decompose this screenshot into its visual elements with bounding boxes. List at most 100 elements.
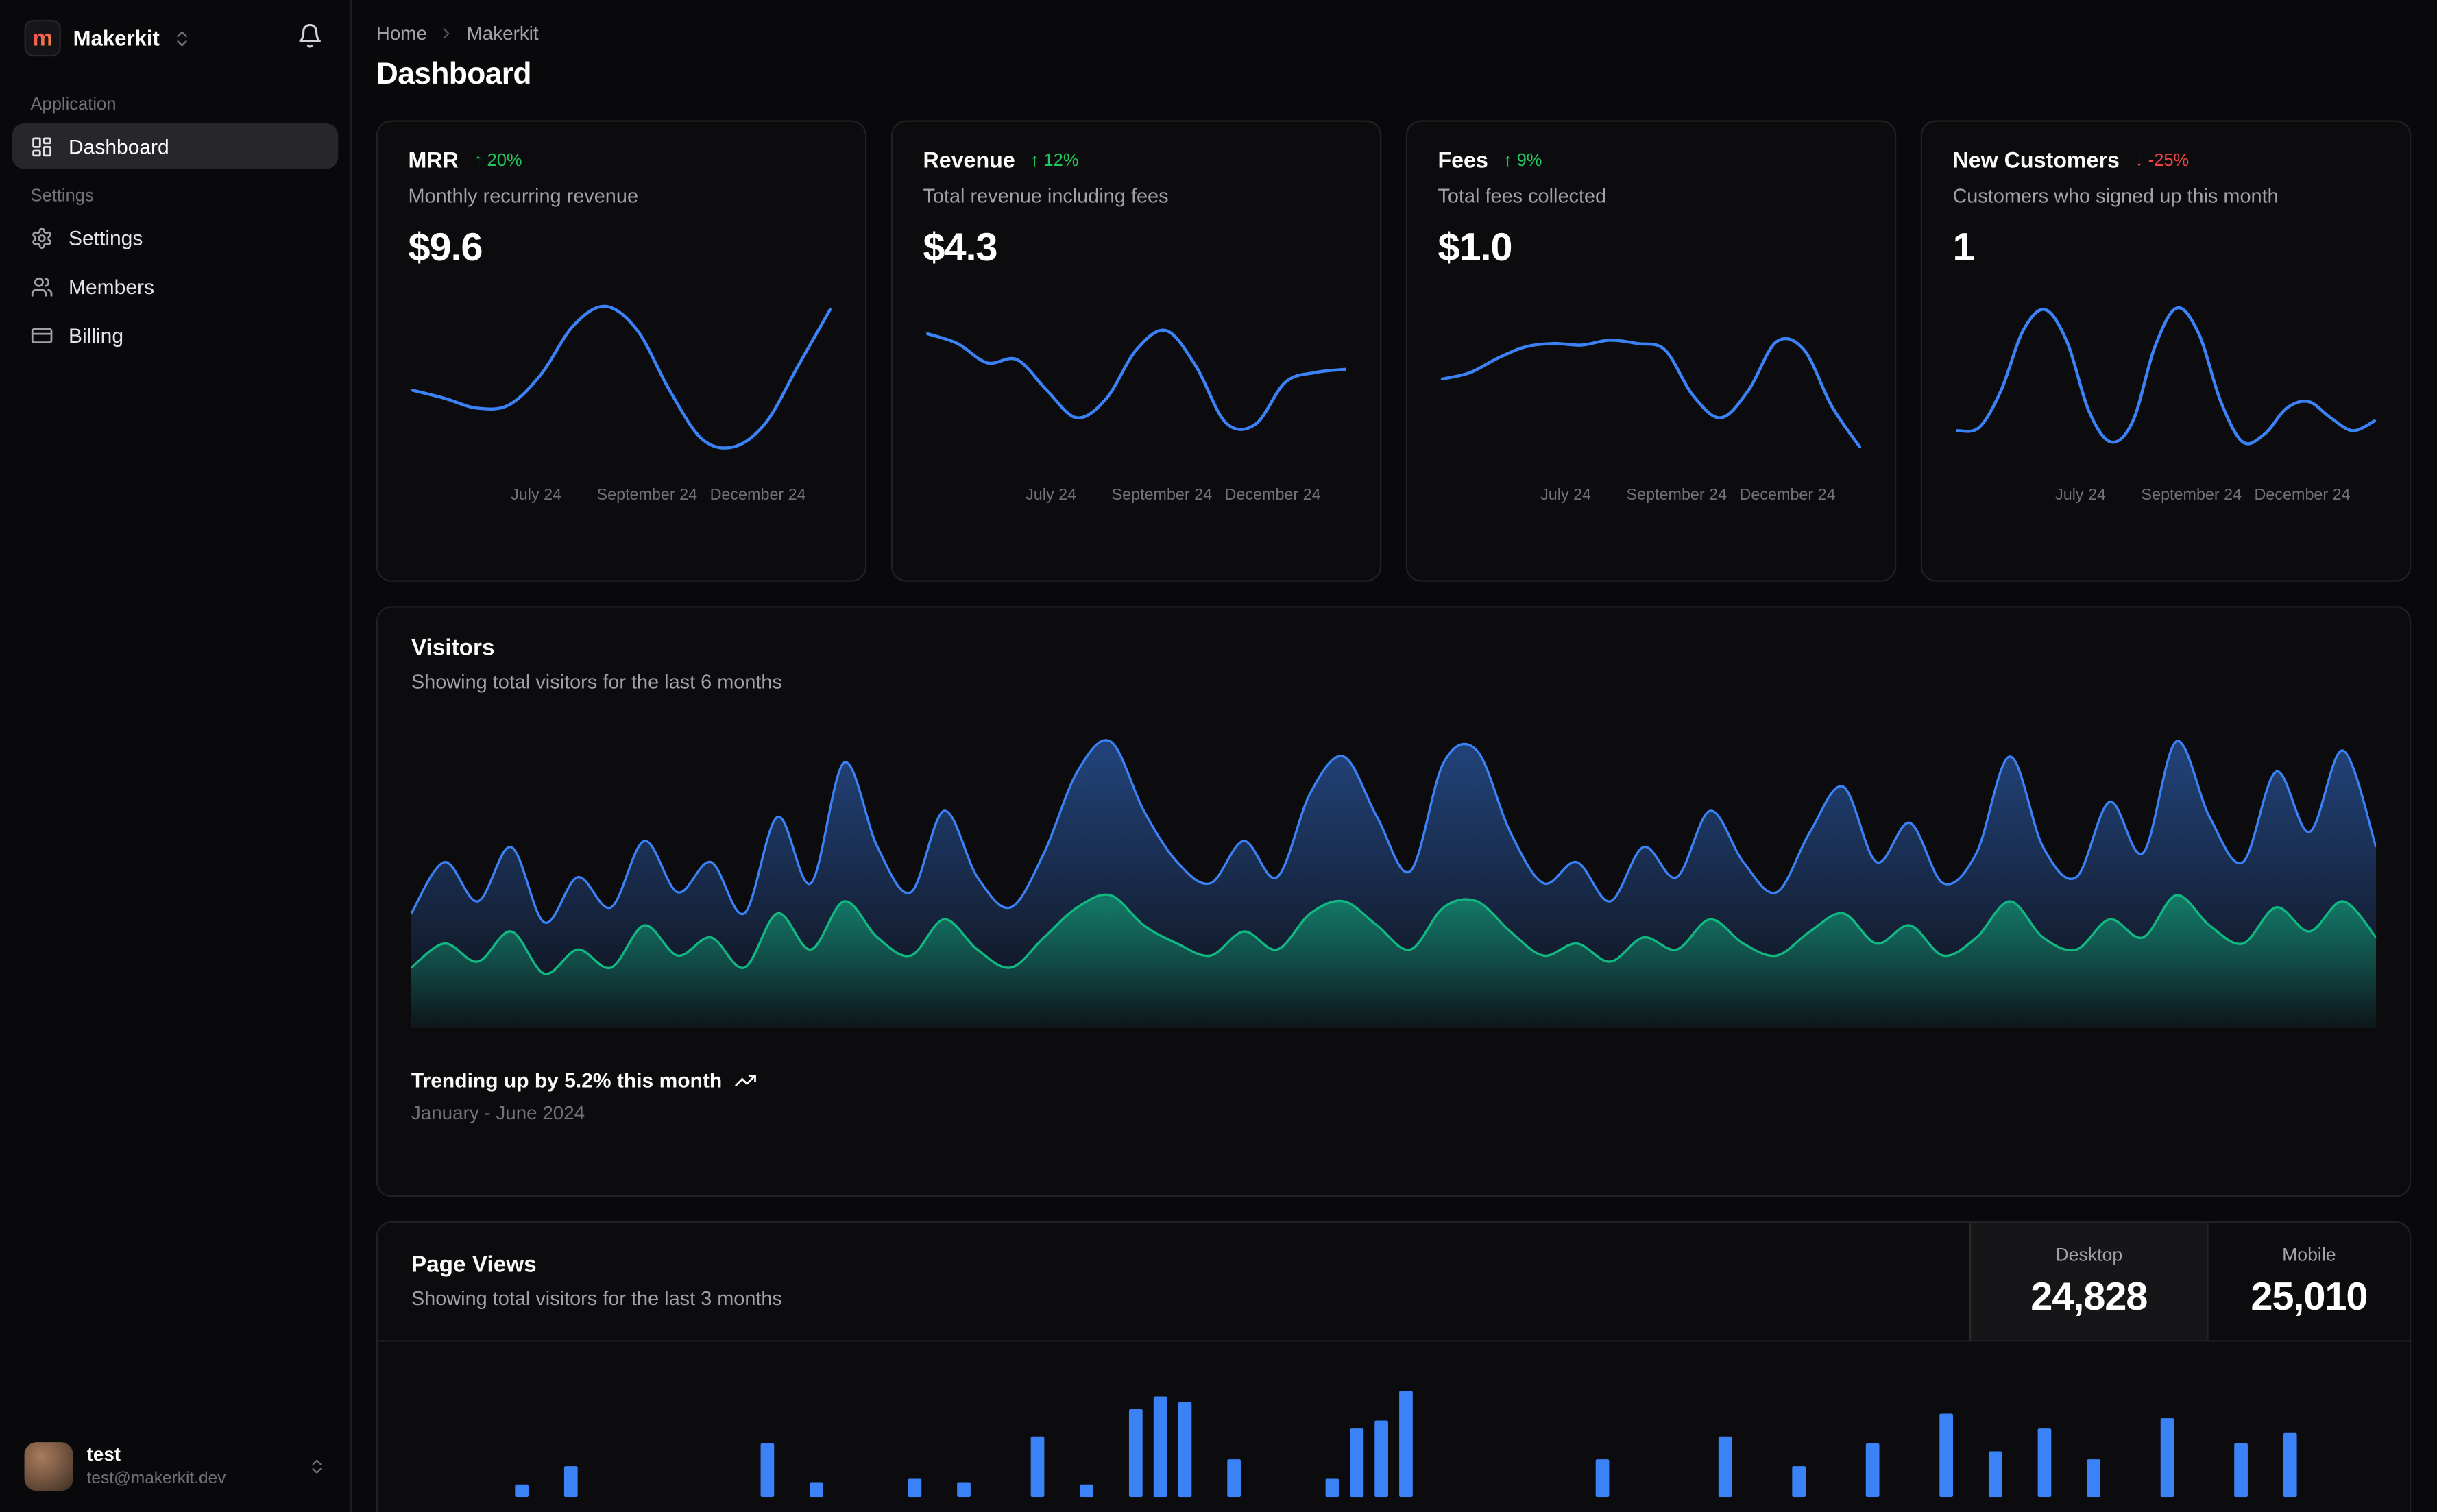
x-tick: September 24 bbox=[2141, 485, 2242, 504]
workspace-selector[interactable]: m Makerkit bbox=[24, 19, 192, 57]
trend-badge: ↑ 12% bbox=[1030, 152, 1079, 171]
desktop-label: Desktop bbox=[2055, 1243, 2123, 1265]
user-menu[interactable]: test test@makerkit.dev bbox=[12, 1433, 338, 1500]
stat-card-new-customers: New Customers ↓ -25% Customers who signed… bbox=[1920, 120, 2412, 582]
stat-title: New Customers bbox=[1952, 149, 2120, 174]
x-tick: July 24 bbox=[2055, 485, 2107, 504]
stat-title: Fees bbox=[1438, 149, 1488, 174]
customers-sparkline-chart bbox=[1955, 306, 2377, 446]
breadcrumb-home[interactable]: Home bbox=[376, 23, 427, 45]
credit-card-icon bbox=[30, 324, 53, 346]
trend-arrow-icon: ↑ bbox=[1503, 152, 1512, 171]
visitors-area-chart bbox=[410, 739, 2377, 1028]
mobile-label: Mobile bbox=[2282, 1243, 2336, 1265]
page-views-title: Page Views bbox=[411, 1252, 537, 1278]
visitors-title: Visitors bbox=[411, 635, 495, 661]
page-views-card: Page Views Showing total visitors for th… bbox=[376, 1221, 2412, 1512]
sparkline-container: July 24 September 24 December 24 bbox=[1952, 297, 2379, 509]
sidebar-item-dashboard[interactable]: Dashboard bbox=[12, 123, 339, 169]
bell-icon bbox=[297, 23, 323, 49]
section-label-application: Application bbox=[30, 95, 117, 114]
x-tick: September 24 bbox=[1111, 485, 1213, 504]
chevrons-up-down-icon bbox=[172, 28, 192, 48]
x-axis-labels: July 24 September 24 December 24 bbox=[1438, 481, 1864, 509]
stat-cards-row: MRR ↑ 20% Monthly recurring revenue $9.6 … bbox=[376, 120, 2412, 582]
main-content: Home Makerkit Dashboard MRR ↑ 20% Monthly… bbox=[352, 0, 2437, 1512]
visitors-card: Visitors Showing total visitors for the … bbox=[376, 606, 2412, 1197]
sidebar-item-billing[interactable]: Billing bbox=[12, 312, 338, 358]
breadcrumb: Home Makerkit bbox=[376, 23, 2411, 44]
page-views-bar-chart bbox=[515, 1391, 2297, 1498]
chevrons-up-down-icon bbox=[308, 1457, 326, 1476]
x-tick: September 24 bbox=[596, 485, 698, 504]
sidebar-header: m Makerkit bbox=[0, 0, 350, 71]
user-email: test@makerkit.dev bbox=[86, 1469, 226, 1488]
revenue-sparkline-chart bbox=[925, 328, 1347, 431]
gear-icon bbox=[30, 226, 53, 249]
visitors-footer: Trending up by 5.2% this month January -… bbox=[411, 1069, 2376, 1124]
toggle-desktop[interactable]: Desktop 24,828 bbox=[1969, 1223, 2207, 1341]
trend-arrow-icon: ↑ bbox=[474, 152, 483, 171]
stat-card-fees: Fees ↑ 9% Total fees collected $1.0 July … bbox=[1405, 120, 1897, 582]
mobile-value: 25,010 bbox=[2251, 1272, 2368, 1319]
sidebar-item-label: Settings bbox=[68, 225, 143, 249]
users-icon bbox=[30, 275, 53, 297]
sidebar-item-settings[interactable]: Settings bbox=[12, 215, 338, 260]
x-tick: December 24 bbox=[1224, 485, 1321, 504]
user-meta: test test@makerkit.dev bbox=[87, 1443, 294, 1489]
sidebar-item-label: Members bbox=[68, 275, 154, 298]
trend-badge: ↑ 20% bbox=[474, 152, 522, 171]
sidebar-item-members[interactable]: Members bbox=[12, 263, 338, 309]
toggle-mobile[interactable]: Mobile 25,010 bbox=[2207, 1223, 2410, 1341]
x-tick: December 24 bbox=[1739, 485, 1836, 504]
sparkline-container: July 24 September 24 December 24 bbox=[1438, 297, 1864, 509]
stat-subtitle: Total fees collected bbox=[1438, 184, 1607, 208]
trend-arrow-icon: ↓ bbox=[2135, 152, 2144, 171]
x-tick: September 24 bbox=[1626, 485, 1727, 504]
sparkline-container: July 24 September 24 December 24 bbox=[923, 297, 1349, 509]
section-label-settings: Settings bbox=[30, 187, 94, 206]
x-axis-labels: July 24 September 24 December 24 bbox=[408, 481, 834, 509]
workspace-name: Makerkit bbox=[73, 25, 160, 51]
page-views-header: Page Views Showing total visitors for th… bbox=[378, 1223, 2410, 1342]
x-tick: December 24 bbox=[710, 485, 806, 504]
trending-up-icon bbox=[734, 1069, 757, 1092]
date-range-text: January - June 2024 bbox=[411, 1102, 585, 1124]
makerkit-logo: m bbox=[24, 19, 61, 57]
sidebar: m Makerkit Application Dashboard Setti bbox=[0, 0, 352, 1512]
trend-value: 12% bbox=[1043, 152, 1079, 171]
sidebar-item-label: Billing bbox=[68, 324, 124, 347]
trend-value: 20% bbox=[487, 152, 522, 171]
stat-card-revenue: Revenue ↑ 12% Total revenue including fee… bbox=[890, 120, 1382, 582]
user-avatar bbox=[24, 1442, 73, 1491]
x-axis-labels: July 24 September 24 December 24 bbox=[1952, 481, 2379, 509]
stat-value: $9.6 bbox=[408, 223, 483, 270]
logo-letter: m bbox=[32, 25, 53, 51]
notifications-button[interactable] bbox=[294, 20, 326, 56]
dashboard-icon bbox=[30, 135, 53, 158]
stat-title: Revenue bbox=[923, 149, 1015, 174]
trend-badge: ↓ -25% bbox=[2135, 152, 2189, 171]
stat-value: 1 bbox=[1952, 223, 1974, 270]
stat-value: $1.0 bbox=[1438, 223, 1512, 270]
chevron-right-icon bbox=[437, 25, 456, 43]
x-tick: July 24 bbox=[511, 485, 562, 504]
stat-subtitle: Total revenue including fees bbox=[923, 184, 1169, 208]
user-name: test bbox=[86, 1443, 121, 1465]
stat-value: $4.3 bbox=[923, 223, 997, 270]
trend-arrow-icon: ↑ bbox=[1030, 152, 1039, 171]
sidebar-nav: Application Dashboard Settings Settings … bbox=[0, 71, 350, 1421]
page-views-subtitle: Showing total visitors for the last 3 mo… bbox=[411, 1287, 782, 1310]
stat-subtitle: Monthly recurring revenue bbox=[408, 184, 639, 208]
sidebar-footer: test test@makerkit.dev bbox=[0, 1421, 350, 1512]
stat-subtitle: Customers who signed up this month bbox=[1952, 184, 2279, 208]
breadcrumb-current: Makerkit bbox=[466, 23, 539, 45]
trend-text: Trending up by 5.2% this month bbox=[411, 1069, 723, 1093]
sidebar-item-label: Dashboard bbox=[68, 134, 169, 158]
page-title: Dashboard bbox=[376, 58, 532, 92]
visitors-chart-container bbox=[410, 727, 2377, 1036]
x-tick: December 24 bbox=[2254, 485, 2351, 504]
trend-value: 9% bbox=[1516, 152, 1542, 171]
trend-value: -25% bbox=[2148, 152, 2190, 171]
